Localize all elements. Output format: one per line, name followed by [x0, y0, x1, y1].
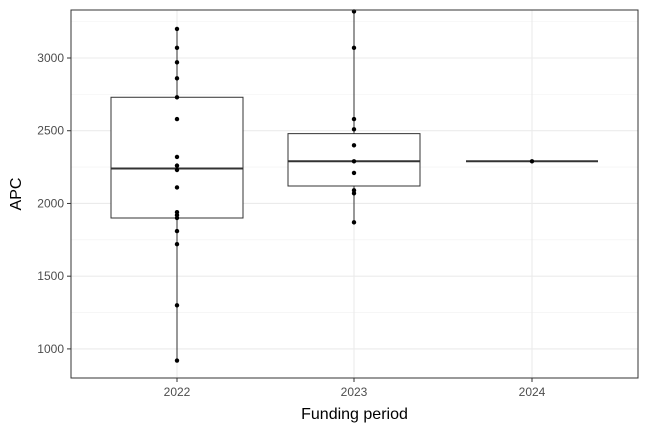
data-point	[174, 185, 180, 190]
data-point	[174, 167, 180, 173]
data-point	[174, 215, 180, 221]
y-tick-label: 1500	[37, 269, 64, 283]
data-point	[174, 45, 180, 51]
data-point	[174, 95, 180, 100]
data-point	[174, 26, 180, 32]
y-tick-label: 3000	[37, 51, 64, 65]
x-tick-label: 2023	[341, 385, 368, 399]
x-axis-ticks: 2022 2023 2024	[164, 378, 546, 399]
y-tick-label: 1000	[37, 342, 64, 356]
data-point	[174, 60, 180, 65]
data-point	[174, 76, 180, 81]
data-point	[351, 191, 357, 196]
data-point	[351, 127, 357, 132]
data-point	[174, 358, 180, 363]
data-point	[174, 228, 180, 234]
data-point	[351, 220, 357, 225]
data-point	[351, 170, 357, 176]
y-tick-label: 2500	[37, 124, 64, 138]
data-point	[529, 159, 535, 164]
data-point	[174, 241, 180, 247]
x-tick-label: 2024	[519, 385, 546, 399]
data-point	[351, 159, 357, 164]
y-axis-ticks: 1000 1500 2000 2500 3000	[37, 51, 71, 356]
data-point	[174, 163, 180, 168]
points-layer	[174, 9, 535, 363]
data-point	[351, 45, 357, 51]
data-point	[174, 154, 180, 160]
x-axis-title: Funding period	[301, 406, 408, 423]
y-tick-label: 2000	[37, 196, 64, 210]
data-point	[174, 116, 180, 122]
x-tick-label: 2022	[164, 385, 191, 399]
data-point	[351, 143, 357, 148]
data-point	[174, 303, 180, 308]
data-point	[351, 116, 357, 122]
y-axis-title: APC	[8, 178, 25, 211]
